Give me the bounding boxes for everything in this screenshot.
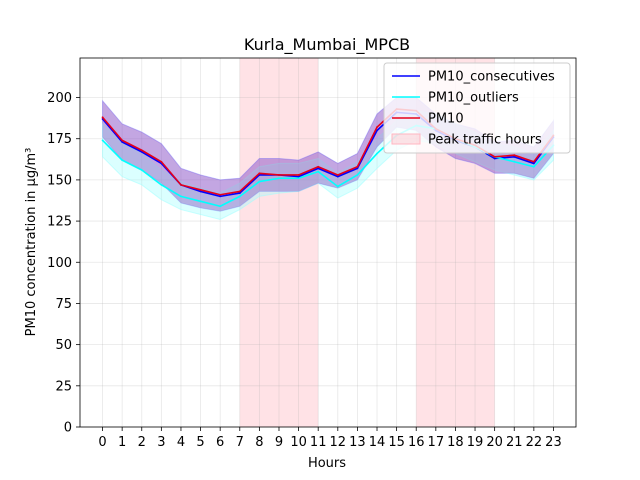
chart-title: Kurla_Mumbai_MPCB bbox=[244, 35, 410, 55]
data-point-pm10-outliers bbox=[180, 195, 182, 198]
data-point-pm10-outliers bbox=[121, 159, 124, 162]
x-tick-label: 16 bbox=[408, 435, 425, 450]
data-point-pm10 bbox=[297, 174, 300, 176]
data-point-pm10-outliers bbox=[140, 169, 143, 171]
data-point-pm10-consecutives bbox=[493, 157, 496, 160]
data-point-pm10 bbox=[121, 139, 124, 142]
x-tick-label: 15 bbox=[388, 435, 405, 450]
x-tick-label: 3 bbox=[157, 435, 165, 450]
x-tick-label: 1 bbox=[118, 435, 126, 450]
data-point-pm10-consecutives bbox=[238, 192, 241, 194]
x-tick-label: 0 bbox=[98, 435, 106, 450]
y-tick-label: 25 bbox=[55, 379, 72, 394]
y-axis-title: PM10 concentration in µg/m³ bbox=[24, 148, 39, 337]
y-tick-label: 75 bbox=[55, 297, 72, 312]
y-tick-label: 50 bbox=[55, 338, 72, 353]
y-tick-label: 0 bbox=[64, 421, 72, 436]
y-axis-ticks: 0 25 50 75 100 125 150 175 200 bbox=[47, 91, 80, 436]
data-point-pm10 bbox=[258, 172, 261, 175]
data-point-pm10-outliers bbox=[160, 183, 163, 186]
data-point-pm10-outliers bbox=[199, 200, 202, 203]
data-point-pm10-consecutives bbox=[140, 150, 143, 153]
axes bbox=[79, 57, 577, 428]
x-tick-label: 11 bbox=[310, 435, 327, 450]
y-tick-label: 125 bbox=[47, 215, 72, 230]
x-tick-label: 21 bbox=[506, 435, 523, 450]
legend-swatch-peak-traffic-hours bbox=[391, 133, 421, 145]
data-point-pm10 bbox=[101, 116, 104, 119]
data-point-pm10 bbox=[513, 154, 516, 157]
data-point-pm10 bbox=[317, 165, 320, 168]
legend-label-peak-traffic-hours: Peak traffic hours bbox=[428, 133, 542, 148]
x-tick-label: 6 bbox=[216, 435, 224, 450]
x-tick-label: 13 bbox=[349, 435, 366, 450]
x-tick-label: 19 bbox=[467, 435, 484, 450]
data-point-pm10 bbox=[356, 165, 359, 168]
x-tick-label: 8 bbox=[255, 435, 263, 450]
data-point-pm10 bbox=[278, 174, 280, 176]
data-point-pm10-outliers bbox=[278, 177, 280, 180]
data-point-pm10-outliers bbox=[356, 174, 359, 176]
data-point-pm10-outliers bbox=[513, 160, 516, 163]
y-tick-label: 100 bbox=[47, 256, 72, 271]
data-point-pm10-outliers bbox=[219, 205, 222, 208]
data-point-pm10-outliers bbox=[317, 170, 320, 173]
data-point-pm10 bbox=[219, 193, 222, 196]
data-point-pm10-outliers bbox=[238, 195, 241, 198]
y-tick-label: 200 bbox=[47, 91, 72, 106]
data-point-pm10 bbox=[180, 183, 182, 186]
data-point-pm10-consecutives bbox=[513, 155, 516, 158]
y-tick-label: 150 bbox=[47, 173, 72, 188]
data-point-pm10-consecutives bbox=[199, 190, 202, 193]
x-tick-label: 18 bbox=[447, 435, 464, 450]
data-point-pm10 bbox=[238, 190, 241, 193]
data-point-pm10-outliers bbox=[532, 165, 535, 168]
data-point-pm10-outliers bbox=[101, 139, 104, 142]
legend-box bbox=[383, 62, 571, 154]
y-tick-label: 175 bbox=[47, 132, 72, 147]
x-axis-title: Hours bbox=[308, 456, 346, 471]
data-point-pm10-consecutives bbox=[376, 129, 378, 132]
x-tick-label: 14 bbox=[369, 435, 386, 450]
legend-label-pm10-outliers: PM10_outliers bbox=[428, 91, 519, 106]
x-tick-label: 17 bbox=[428, 435, 445, 450]
data-point-pm10 bbox=[532, 160, 535, 163]
x-axis-ticks: 0 1 2 3 4 5 6 7 8 9 10 11 12 13 14 15 16 17 18 19 20 21 22 23 bbox=[98, 427, 562, 450]
x-tick-label: 9 bbox=[275, 435, 283, 450]
data-point-pm10-consecutives bbox=[317, 167, 320, 170]
data-point-pm10-consecutives bbox=[121, 141, 124, 143]
data-point-pm10-consecutives bbox=[219, 195, 222, 198]
data-point-pm10-consecutives bbox=[336, 175, 339, 178]
data-point-pm10-consecutives bbox=[356, 167, 359, 170]
data-point-pm10-consecutives bbox=[297, 175, 300, 178]
legend-label-pm10-consecutives: PM10_consecutives bbox=[428, 70, 555, 85]
data-point-pm10 bbox=[199, 188, 202, 191]
x-tick-label: 12 bbox=[330, 435, 347, 450]
data-point-pm10-outliers bbox=[336, 185, 339, 188]
legend: PM10_consecutives PM10_outliers PM10 Peak t… bbox=[383, 62, 571, 154]
data-point-pm10 bbox=[493, 155, 496, 158]
x-tick-label: 5 bbox=[196, 435, 204, 450]
data-point-pm10 bbox=[336, 174, 339, 176]
x-tick-label: 7 bbox=[236, 435, 244, 450]
data-point-pm10-outliers bbox=[297, 177, 300, 180]
data-point-pm10-consecutives bbox=[532, 162, 535, 165]
x-tick-label: 2 bbox=[138, 435, 146, 450]
x-tick-label: 23 bbox=[545, 435, 562, 450]
data-point-pm10 bbox=[140, 149, 143, 152]
x-tick-label: 10 bbox=[290, 435, 307, 450]
x-tick-label: 22 bbox=[526, 435, 543, 450]
peak-traffic-region-1 bbox=[239, 58, 319, 427]
x-tick-label: 4 bbox=[177, 435, 185, 450]
x-tick-label: 20 bbox=[486, 435, 503, 450]
axes-frame bbox=[79, 57, 577, 428]
data-point-pm10 bbox=[376, 126, 378, 129]
data-point-pm10-outliers bbox=[376, 152, 378, 155]
legend-label-pm10: PM10 bbox=[428, 112, 464, 127]
data-point-pm10 bbox=[160, 160, 163, 163]
data-point-pm10-outliers bbox=[258, 180, 261, 183]
